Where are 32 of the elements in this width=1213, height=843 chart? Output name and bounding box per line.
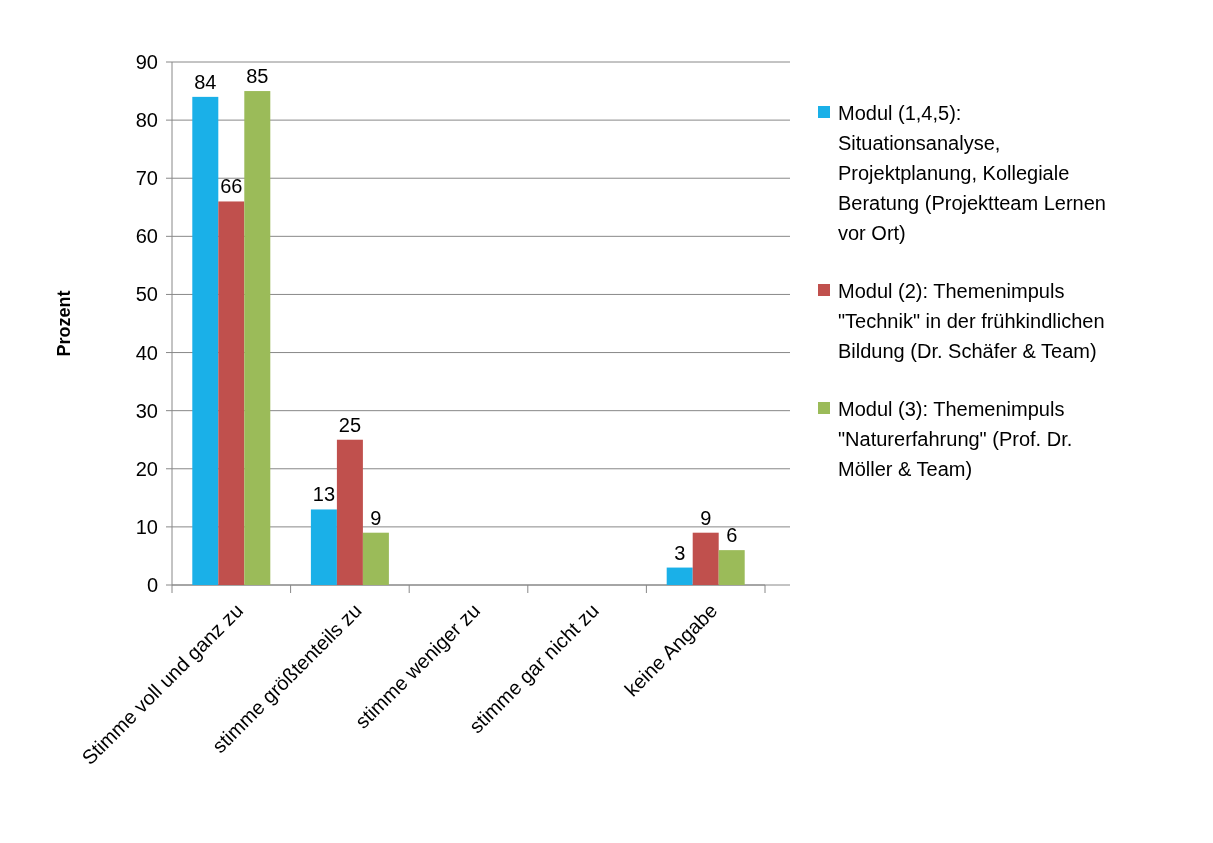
legend-label: Modul (2): Themenimpuls "Technik" in der frühkindlichen Bildung (Dr. Schäfer & Team)	[838, 280, 1105, 362]
data-label: 6	[726, 524, 738, 547]
y-tick-label: 0	[146, 574, 158, 596]
data-label: 84	[194, 70, 217, 93]
bar	[692, 532, 719, 585]
legend-label: Modul (1,4,5): Situationsanalyse, Projektplanung, Kollegiale Beratung (Projektteam Lernen vor Ort)	[838, 102, 1106, 244]
bar	[666, 567, 693, 585]
bar	[192, 96, 219, 585]
data-label: 66	[220, 175, 243, 198]
y-tick-label: 20	[135, 457, 158, 480]
bar	[718, 550, 745, 585]
y-tick-label: 30	[135, 399, 158, 422]
bar	[244, 91, 271, 585]
data-label: 85	[246, 65, 269, 88]
y-tick-label: 80	[135, 109, 158, 132]
bar	[310, 509, 337, 585]
data-label: 13	[312, 483, 336, 506]
legend-label: Modul (3): Themenimpuls "Naturerfahrung" (Prof. Dr. Möller & Team)	[838, 398, 1073, 480]
y-tick-label: 90	[135, 51, 158, 73]
y-tick-label: 40	[135, 341, 158, 364]
bar	[336, 439, 363, 585]
y-axis-title: Prozent	[54, 290, 74, 357]
bar	[218, 201, 245, 585]
data-label: 9	[700, 506, 712, 529]
y-tick-label: 50	[135, 283, 158, 306]
y-tick-label: 60	[135, 225, 158, 248]
data-label: 3	[674, 541, 686, 564]
data-label: 9	[370, 506, 382, 529]
bar	[362, 532, 389, 585]
data-label: 25	[338, 413, 362, 436]
y-tick-label: 10	[135, 515, 158, 538]
y-tick-label: 70	[135, 167, 158, 190]
